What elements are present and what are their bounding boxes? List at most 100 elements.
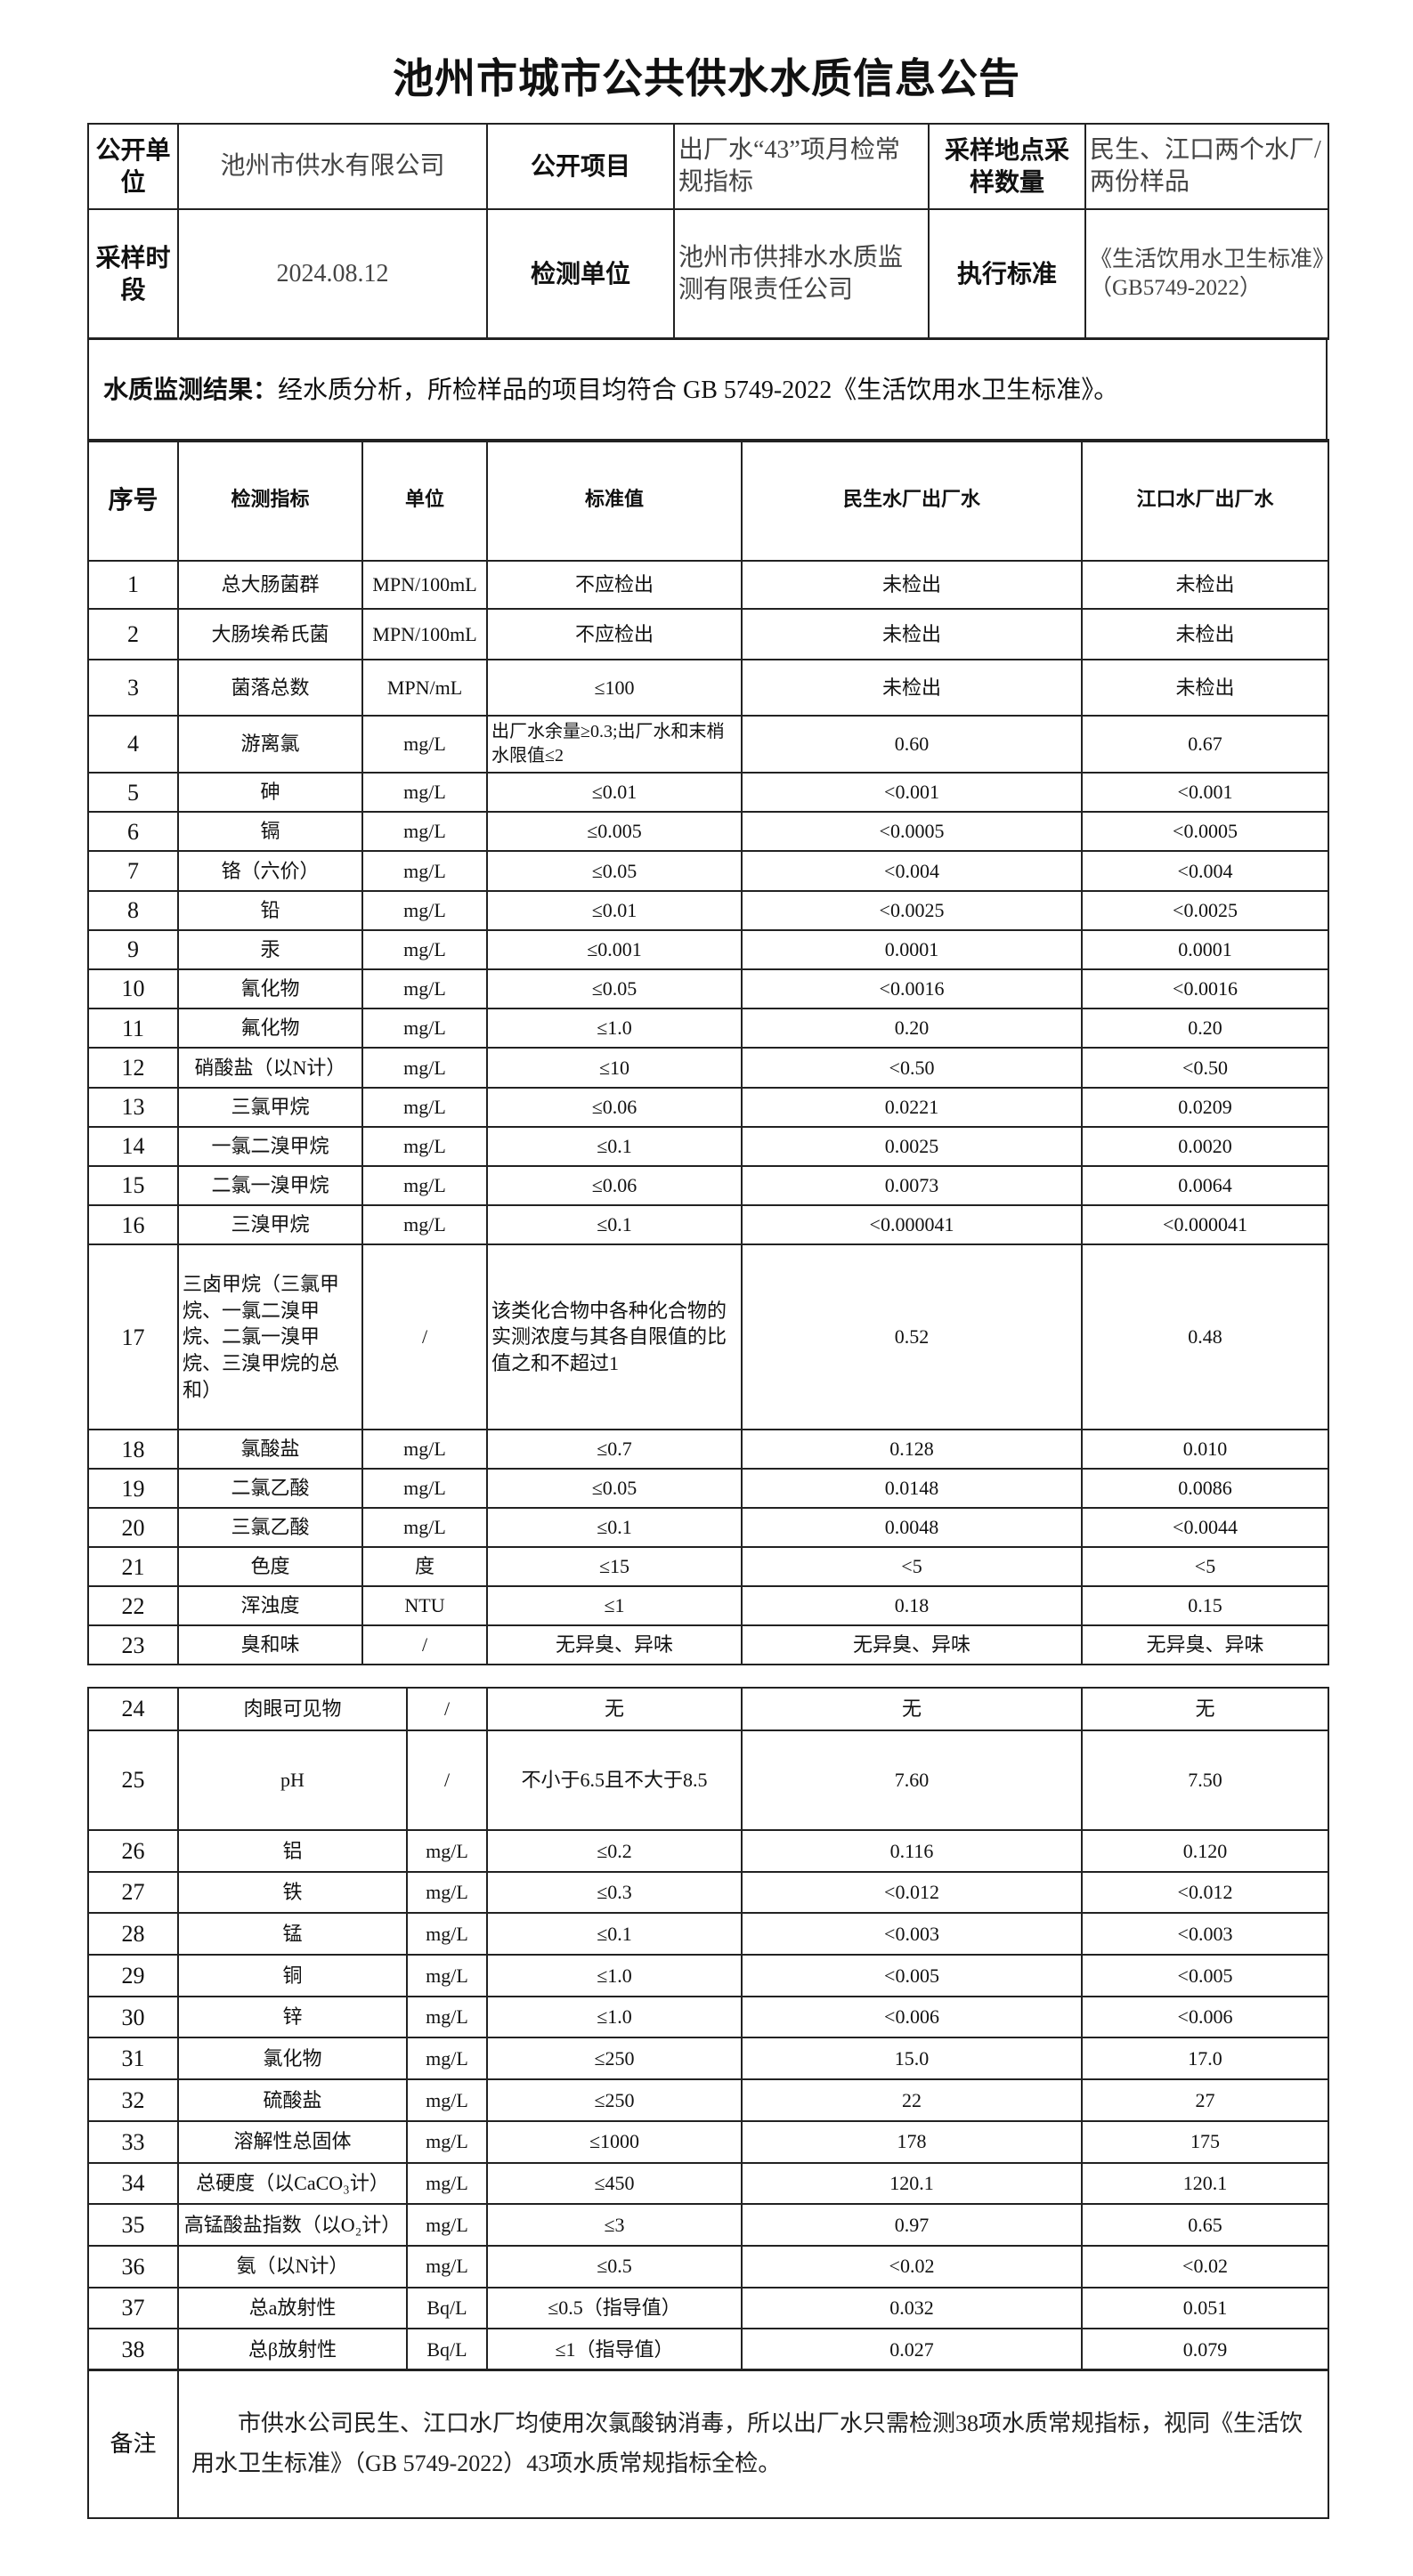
table-row: 31 氯化物 mg/L ≤250 15.0 17.0 <box>87 2037 1329 2081</box>
cell-standard: 不应检出 <box>486 560 743 610</box>
cell-jiangkou: 0.051 <box>1081 2286 1329 2330</box>
cell-standard: ≤10 <box>486 1047 743 1089</box>
cell-indicator: 菌落总数 <box>177 659 363 717</box>
cell-jiangkou: 0.0001 <box>1081 928 1329 970</box>
cell-unit: Bq/L <box>406 2286 488 2330</box>
cell-seq: 1 <box>87 560 179 610</box>
cell-indicator: 高锰酸盐指数（以O₂计） <box>177 2203 408 2247</box>
cell-unit: mg/L <box>406 2037 488 2081</box>
cell-seq: 3 <box>87 659 179 717</box>
cell-standard: ≤0.05 <box>486 850 743 892</box>
table-row: 11 氟化物 mg/L ≤1.0 0.20 0.20 <box>87 1008 1329 1049</box>
cell-unit: mg/L <box>361 850 488 892</box>
result-cell: 水质监测结果：经水质分析，所检样品的项目均符合 GB 5749-2022《生活饮… <box>87 337 1328 442</box>
cell-seq: 9 <box>87 928 179 970</box>
cell-unit: mg/L <box>361 1125 488 1167</box>
cell-standard: ≤0.5（指导值） <box>486 2286 743 2330</box>
cell-jiangkou: 175 <box>1081 2119 1329 2164</box>
cell-standard: ≤100 <box>486 659 743 717</box>
cell-standard: 无异臭、异味 <box>486 1624 743 1666</box>
cell-minsheng: <0.50 <box>741 1047 1083 1089</box>
cell-seq: 34 <box>87 2161 179 2206</box>
table-row: 30 锌 mg/L ≤1.0 <0.006 <0.006 <box>87 1995 1329 2039</box>
cell-jiangkou: <0.02 <box>1081 2244 1329 2288</box>
cell-indicator: 锰 <box>177 1912 408 1956</box>
cell-standard: 不应检出 <box>486 608 743 660</box>
cell-standard: ≤0.1 <box>486 1912 743 1956</box>
table-row: 33 溶解性总固体 mg/L ≤1000 178 175 <box>87 2119 1329 2164</box>
testing-unit: 池州市供排水水质监测有限责任公司 <box>673 208 930 340</box>
cell-indicator: 砷 <box>177 771 363 814</box>
disclosure-item: 出厂水“43”项月检常规指标 <box>673 123 930 210</box>
sampling-period: 2024.08.12 <box>177 208 488 340</box>
cell-standard: ≤0.5 <box>486 2244 743 2288</box>
cell-jiangkou: 未检出 <box>1081 608 1329 660</box>
cell-unit: mg/L <box>361 1164 488 1207</box>
cell-seq: 7 <box>87 850 179 892</box>
cell-minsheng: <0.0016 <box>741 968 1083 1010</box>
cell-indicator: 铁 <box>177 1870 408 1915</box>
cell-unit: mg/L <box>406 2119 488 2164</box>
cell-minsheng: 0.0025 <box>741 1125 1083 1167</box>
table-row: 32 硫酸盐 mg/L ≤250 22 27 <box>87 2078 1329 2122</box>
cell-unit: mg/L <box>406 1995 488 2039</box>
table-row: 25 pH / 不小于6.5且不大于8.5 7.60 7.50 <box>87 1729 1329 1831</box>
cell-minsheng: 0.97 <box>741 2203 1083 2247</box>
sampling-site-label: 采样地点采样数量 <box>928 123 1086 210</box>
cell-minsheng: 无 <box>741 1687 1083 1731</box>
cell-seq: 23 <box>87 1624 179 1666</box>
table-row: 29 铜 mg/L ≤1.0 <0.005 <0.005 <box>87 1954 1329 1997</box>
cell-jiangkou: 无异臭、异味 <box>1081 1624 1329 1666</box>
cell-minsheng: 0.0148 <box>741 1468 1083 1510</box>
table-row: 4 游离氯 mg/L 出厂水余量≥0.3;出厂水和末梢水限值≤2 0.60 0.67 <box>87 715 1329 774</box>
cell-jiangkou: 0.48 <box>1081 1243 1329 1431</box>
cell-indicator: 总大肠菌群 <box>177 560 363 610</box>
table-row: 17 三卤甲烷（三氯甲烷、一氯二溴甲烷、二氯一溴甲烷、三溴甲烷的总和） / 该类化合物… <box>87 1243 1329 1431</box>
cell-seq: 16 <box>87 1204 179 1246</box>
cell-jiangkou: <0.000041 <box>1081 1204 1329 1246</box>
cell-minsheng: 0.60 <box>741 715 1083 774</box>
cell-indicator: 大肠埃希氏菌 <box>177 608 363 660</box>
cell-unit: mg/L <box>361 968 488 1010</box>
cell-unit: NTU <box>361 1585 488 1627</box>
cell-seq: 4 <box>87 715 179 774</box>
cell-minsheng: <0.005 <box>741 1954 1083 1997</box>
cell-minsheng: 0.0073 <box>741 1164 1083 1207</box>
cell-minsheng: 0.0221 <box>741 1086 1083 1128</box>
cell-minsheng: 0.116 <box>741 1829 1083 1873</box>
cell-seq: 19 <box>87 1468 179 1510</box>
cell-indicator: 二氯一溴甲烷 <box>177 1164 363 1207</box>
cell-seq: 11 <box>87 1008 179 1049</box>
cell-jiangkou: 0.67 <box>1081 715 1329 774</box>
note-label: 备注 <box>87 2369 179 2519</box>
result-text: 经水质分析，所检样品的项目均符合 GB 5749-2022《生活饮用水卫生标准》… <box>278 376 1119 404</box>
cell-seq: 2 <box>87 608 179 660</box>
cell-jiangkou: 120.1 <box>1081 2161 1329 2206</box>
table-row: 38 总β放射性 Bq/L ≤1（指导值） 0.027 0.079 <box>87 2328 1329 2371</box>
column-header: 检测指标 <box>177 439 363 562</box>
cell-seq: 17 <box>87 1243 179 1431</box>
cell-seq: 27 <box>87 1870 179 1915</box>
cell-minsheng: 0.0001 <box>741 928 1083 970</box>
cell-minsheng: <0.004 <box>741 850 1083 892</box>
table-row: 7 铬（六价） mg/L ≤0.05 <0.004 <0.004 <box>87 850 1329 892</box>
cell-seq: 14 <box>87 1125 179 1167</box>
cell-indicator: 硝酸盐（以N计） <box>177 1047 363 1089</box>
cell-indicator: 铅 <box>177 889 363 931</box>
table-row: 1 总大肠菌群 MPN/100mL 不应检出 未检出 未检出 <box>87 560 1329 610</box>
cell-seq: 31 <box>87 2037 179 2081</box>
cell-minsheng: <0.0005 <box>741 811 1083 853</box>
cell-jiangkou: <0.012 <box>1081 1870 1329 1915</box>
cell-unit: mg/L <box>361 1429 488 1470</box>
cell-jiangkou: 0.15 <box>1081 1585 1329 1627</box>
table-row: 10 氰化物 mg/L ≤0.05 <0.0016 <0.0016 <box>87 968 1329 1010</box>
cell-indicator: 总硬度（以CaCO₃计） <box>177 2161 408 2206</box>
cell-unit: mg/L <box>361 1204 488 1246</box>
column-header: 序号 <box>87 439 179 562</box>
cell-minsheng: 0.128 <box>741 1429 1083 1470</box>
cell-jiangkou: 未检出 <box>1081 659 1329 717</box>
cell-jiangkou: 0.65 <box>1081 2203 1329 2247</box>
cell-unit: mg/L <box>361 889 488 931</box>
cell-unit: MPN/100mL <box>361 560 488 610</box>
disclosure-unit-label: 公开单位 <box>87 123 179 210</box>
